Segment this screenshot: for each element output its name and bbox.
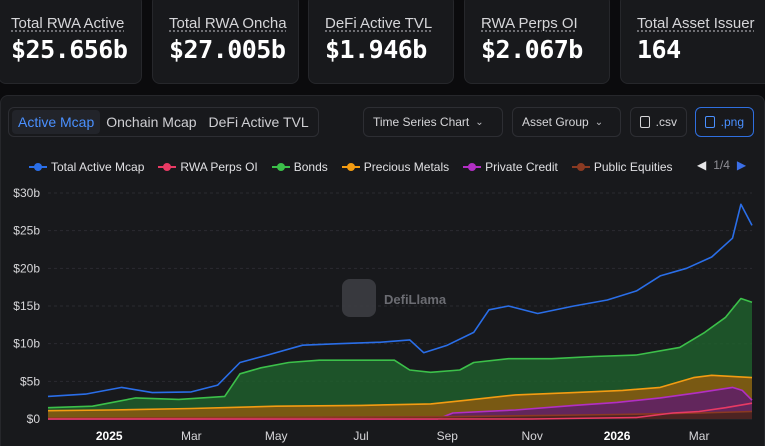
series-line-public-equities [47, 410, 753, 419]
chevron-down-icon: ⌄ [594, 116, 604, 128]
x-tick-label: May [265, 429, 288, 443]
chevron-down-icon: ⌄ [475, 116, 484, 128]
file-icon [640, 116, 650, 128]
tab-active-mcap[interactable]: Active Mcap [12, 110, 101, 134]
y-tick-label: $15b [13, 299, 40, 313]
legend-swatch [29, 162, 47, 172]
stat-value: $27.005b [169, 35, 286, 64]
llama-logo-icon [342, 279, 376, 317]
x-axis: 2025 Mar May Jul Sep Nov 2026 Mar [96, 429, 710, 443]
legend-item-private-credit[interactable]: Private Credit [463, 160, 558, 174]
legend-swatch [463, 162, 482, 172]
series-line-private-credit [48, 386, 753, 420]
csv-label: .csv [655, 115, 677, 129]
triangle-left-icon[interactable]: ◀ [697, 158, 707, 172]
y-axis: $0 $5b $10b $15b $20b $25b $30b [13, 186, 40, 426]
chart-legend: Total Active Mcap RWA Perps OI Bonds Pre… [29, 158, 687, 176]
y-tick-label: $0 [27, 412, 41, 426]
stat-label[interactable]: Total Asset Issuer [637, 15, 755, 32]
legend-label: RWA Perps OI [180, 160, 258, 174]
asset-group-label: Asset Group [522, 115, 589, 129]
watermark-text: DefiLlama [384, 292, 447, 307]
download-csv-button[interactable]: .csv [630, 107, 687, 137]
series-area-bonds [48, 298, 752, 419]
stat-value: $2.067b [481, 35, 583, 64]
legend-label: Public Equities [593, 160, 673, 174]
y-tick-label: $5b [20, 374, 40, 388]
image-file-icon [705, 116, 715, 128]
series-line-total-active-mcap [47, 203, 753, 398]
x-tick-label: Mar [689, 429, 710, 443]
stat-label[interactable]: Total RWA Active [11, 15, 125, 32]
triangle-right-icon[interactable]: ▶ [736, 158, 747, 172]
metric-tabs: Active Mcap Onchain Mcap DeFi Active TVL [8, 107, 319, 137]
series-line-rwa-perps-oi [48, 402, 753, 420]
legend-swatch [158, 162, 177, 172]
legend-swatch [271, 162, 290, 172]
chart-series [47, 203, 753, 420]
x-tick-label: Mar [181, 429, 202, 443]
download-png-button[interactable]: .png [695, 107, 754, 137]
x-tick-label: 2026 [604, 429, 631, 443]
chart-type-select[interactable]: Time Series Chart ⌄ [363, 107, 503, 137]
legend-label: Precious Metals [363, 160, 450, 174]
asset-group-select[interactable]: Asset Group ⌄ [512, 107, 621, 137]
stat-card-total-asset-issuers: Total Asset Issuer 164 [620, 0, 765, 84]
stat-card-total-rwa-active: Total RWA Active $25.656b [0, 0, 142, 84]
series-line-precious-metals [47, 374, 753, 412]
tab-onchain-mcap[interactable]: Onchain Mcap [106, 114, 197, 130]
stat-label[interactable]: RWA Perps OI [481, 15, 578, 32]
stat-card-rwa-perps-oi: RWA Perps OI $2.067b [464, 0, 610, 84]
stat-value: $25.656b [11, 35, 128, 64]
stat-value: 164 [637, 35, 681, 64]
time-series-chart[interactable]: DefiLlama $0 $5b $10b $15b $20b $25b $30b 2025… [0, 180, 765, 446]
legend-label: Total Active Mcap [51, 160, 145, 174]
x-tick-label: Jul [353, 429, 368, 443]
defillama-watermark: DefiLlama [342, 279, 447, 317]
legend-pager: ◀ 1/4 ▶ [697, 158, 746, 172]
series-area-public-equities [48, 411, 752, 419]
png-label: .png [720, 115, 744, 129]
legend-item-precious-metals[interactable]: Precious Metals [341, 160, 450, 174]
x-tick-label: 2025 [96, 429, 123, 443]
stat-label[interactable]: DeFi Active TVL [325, 15, 433, 32]
pager-text: 1/4 [713, 158, 730, 172]
series-line-bonds [47, 297, 753, 409]
chart-type-label: Time Series Chart [373, 115, 470, 129]
stat-card-defi-active-tvl: DeFi Active TVL $1.946b [308, 0, 454, 84]
x-tick-label: Nov [522, 429, 543, 443]
legend-item-public-equities[interactable]: Public Equities [571, 160, 673, 174]
stat-cards: Total RWA Active $25.656b Total RWA Onch… [0, 0, 765, 85]
legend-item-total-active-mcap[interactable]: Total Active Mcap [29, 160, 144, 174]
legend-swatch [341, 162, 360, 172]
legend-swatch [571, 162, 590, 172]
stat-value: $1.946b [325, 35, 427, 64]
tab-defi-active-tvl[interactable]: DeFi Active TVL [208, 114, 309, 130]
legend-item-rwa-perps-oi[interactable]: RWA Perps OI [158, 160, 258, 174]
legend-item-bonds[interactable]: Bonds [271, 160, 328, 174]
y-tick-label: $25b [13, 224, 40, 238]
y-tick-label: $30b [13, 186, 40, 200]
stat-label[interactable]: Total RWA Oncha [169, 15, 287, 32]
y-tick-label: $20b [13, 261, 40, 275]
legend-label: Bonds [293, 160, 328, 174]
legend-label: Private Credit [485, 160, 558, 174]
x-tick-label: Sep [437, 429, 459, 443]
y-tick-label: $10b [13, 337, 40, 351]
stat-card-total-rwa-onchain: Total RWA Oncha $27.005b [152, 0, 299, 84]
series-area-private-credit [48, 387, 752, 419]
